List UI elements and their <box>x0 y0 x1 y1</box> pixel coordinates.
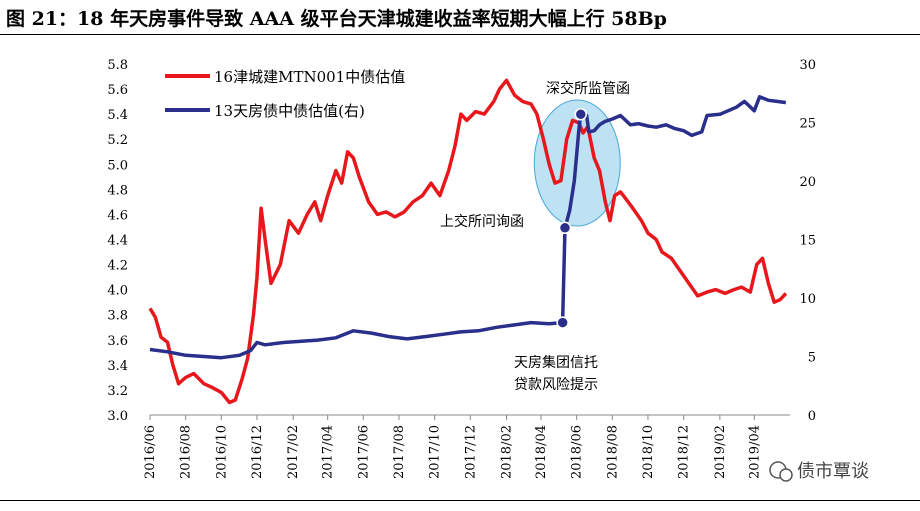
x-tick-label: 2016/10 <box>214 425 229 479</box>
x-tick-label: 2016/08 <box>179 425 194 479</box>
y-right-tick-label: 30 <box>799 58 816 73</box>
annotation-szse-letter: 深交所监管函 <box>546 80 630 97</box>
y-left-tick-label: 5.6 <box>107 83 128 98</box>
y-left-tick-label: 4.4 <box>107 234 128 249</box>
y-right-tick-label: 15 <box>799 234 816 249</box>
annotation-trust-loan-risk: 天房集团信托 <box>514 354 598 371</box>
x-tick-label: 2017/04 <box>321 425 336 479</box>
y-left-tick-label: 3.0 <box>107 409 128 424</box>
footer-rule <box>0 500 920 501</box>
y-left-tick-label: 4.0 <box>107 284 128 299</box>
x-tick-label: 2016/12 <box>250 425 265 479</box>
event-marker <box>556 316 569 329</box>
x-tick-label: 2018/06 <box>570 425 585 479</box>
y-right-tick-label: 5 <box>808 351 816 366</box>
x-tick-label: 2018/04 <box>534 425 549 479</box>
title-rule <box>0 34 920 35</box>
x-tick-label: 2018/08 <box>605 425 620 479</box>
event-markers <box>556 108 588 329</box>
x-tick-label: 2017/08 <box>392 425 407 479</box>
y-left-tick-label: 5.4 <box>107 108 128 123</box>
annotation-sse-inquiry: 上交所问询函 <box>440 213 524 230</box>
legend: 16津城建MTN001中债估值 13天房债中债估值(右) <box>165 68 405 120</box>
axes: 3.0 3.2 3.4 3.6 3.8 4.0 4.2 4.4 4.6 4.8 5.0 5.2 5.4 5… <box>107 58 816 479</box>
y-left-tick-label: 5.8 <box>107 58 128 73</box>
x-tick-label: 2017/06 <box>356 425 371 479</box>
x-tick-label: 2018/02 <box>500 425 515 479</box>
y-left-tick-label: 3.8 <box>107 309 128 324</box>
y-left-tick-label: 4.8 <box>107 183 128 198</box>
legend-label: 16津城建MTN001中债估值 <box>214 68 405 86</box>
watermark-text: 债市覃谈 <box>797 461 869 482</box>
y-left-tick-label: 5.0 <box>107 158 128 173</box>
x-tick-label: 2019/02 <box>713 425 728 479</box>
x-tick-label: 2017/02 <box>286 425 301 479</box>
y-right-tick-label: 10 <box>799 292 816 307</box>
y-left-tick-label: 4.2 <box>107 259 128 274</box>
legend-label: 13天房债中债估值(右) <box>214 102 365 120</box>
y-left-tick-label: 3.6 <box>107 334 128 349</box>
y-left-tick-label: 5.2 <box>107 133 128 148</box>
x-tick-label: 2017/10 <box>428 425 443 479</box>
y-right-tick-label: 20 <box>799 175 816 190</box>
annotation-trust-loan-risk: 贷款风险提示 <box>514 377 598 393</box>
x-tick-label: 2016/06 <box>143 425 158 479</box>
wechat-icon <box>769 461 793 482</box>
x-tick-label: 2017/12 <box>463 425 478 479</box>
y-left-tick-label: 3.2 <box>107 384 128 399</box>
event-marker <box>574 108 588 121</box>
x-tick-label: 2019/04 <box>747 425 762 479</box>
series-line-tianjin-chengjian <box>148 78 788 405</box>
y-right-tick-label: 25 <box>799 117 816 132</box>
series-line-tianfang <box>149 95 787 360</box>
watermark: 债市覃谈 <box>769 461 869 482</box>
series-lines <box>148 78 788 405</box>
event-marker <box>558 221 572 235</box>
chart-title: 图 21：18 年天房事件导致 AAA 级平台天津城建收益率短期大幅上行 58B… <box>6 8 667 30</box>
y-right-tick-label: 0 <box>808 409 816 424</box>
x-tick-label: 2018/12 <box>677 425 692 479</box>
x-tick-label: 2018/10 <box>641 425 656 479</box>
y-left-tick-label: 3.4 <box>107 359 128 374</box>
y-left-tick-label: 4.6 <box>107 208 128 223</box>
